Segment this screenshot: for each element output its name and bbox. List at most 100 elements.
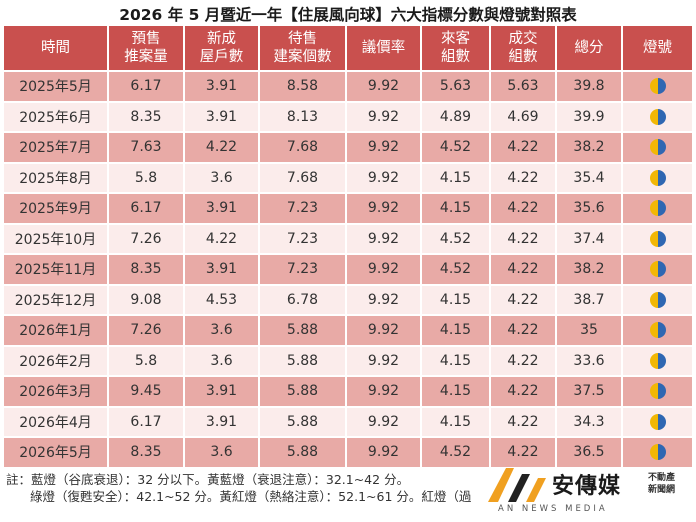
cell-total: 38.2 [556,253,623,285]
cell-visitors: 4.15 [421,314,491,346]
cell-presale: 8.35 [108,436,185,467]
cell-bargain: 9.92 [346,283,422,315]
cell-total: 39.9 [556,100,623,132]
legend-note-line1: 註：藍燈（谷底衰退）：32 分以下。黃藍燈（衰退注意）：32.1~42 分。 [6,472,410,487]
cell-time: 2025年7月 [4,131,109,163]
cell-time: 2025年9月 [4,192,109,224]
cell-bargain: 9.92 [346,100,422,132]
cell-visitors: 4.52 [421,436,491,467]
cell-newhouse: 3.6 [184,314,260,346]
cell-pending: 5.88 [259,344,347,376]
cell-bargain: 9.92 [346,314,422,346]
header-light: 燈號 [622,26,692,71]
cell-light [622,436,692,467]
cell-bargain: 9.92 [346,344,422,376]
cell-time: 2026年3月 [4,375,109,407]
cell-presale: 7.26 [108,222,185,254]
cell-deals: 4.22 [490,375,557,407]
cell-total: 38.7 [556,283,623,315]
cell-pending: 7.68 [259,161,347,193]
cell-bargain: 9.92 [346,192,422,224]
cell-time: 2025年12月 [4,283,109,315]
cell-newhouse: 3.91 [184,253,260,285]
cell-time: 2025年5月 [4,70,109,102]
header-total: 總分 [556,26,623,71]
cell-presale: 6.17 [108,192,185,224]
cell-visitors: 4.15 [421,283,491,315]
cell-total: 35 [556,314,623,346]
cell-total: 33.6 [556,344,623,376]
cell-presale: 9.08 [108,283,185,315]
cell-deals: 4.22 [490,405,557,437]
table-row: 2025年8月 5.8 3.6 7.68 9.92 4.15 4.22 35.4 [4,161,692,193]
yellow-blue-light-icon [649,200,666,217]
cell-deals: 4.22 [490,192,557,224]
logo-name: 安傳媒 [552,474,622,499]
cell-light [622,100,692,132]
cell-deals: 4.22 [490,222,557,254]
cell-bargain: 9.92 [346,405,422,437]
cell-total: 34.3 [556,405,623,437]
cell-pending: 6.78 [259,283,347,315]
cell-total: 35.6 [556,192,623,224]
yellow-blue-light-icon [649,108,666,125]
cell-bargain: 9.92 [346,161,422,193]
table-header-row: 時間 預售 推案量 新成 屋戶數 待售 建案個數 議價率 來客 組數 成交 組數 總分 燈… [4,26,692,71]
cell-bargain: 9.92 [346,70,422,102]
table-row: 2026年4月 6.17 3.91 5.88 9.92 4.15 4.22 34.3 [4,405,692,437]
cell-deals: 4.22 [490,131,557,163]
score-table: 時間 預售 推案量 新成 屋戶數 待售 建案個數 議價率 來客 組數 成交 組數 總分 燈… [4,26,692,467]
cell-presale: 9.45 [108,375,185,407]
cell-newhouse: 3.6 [184,436,260,467]
cell-pending: 7.23 [259,192,347,224]
header-bargain: 議價率 [346,26,422,71]
table-row: 2026年2月 5.8 3.6 5.88 9.92 4.15 4.22 33.6 [4,344,692,376]
yellow-blue-light-icon [649,78,666,95]
cell-pending: 5.88 [259,436,347,467]
cell-time: 2026年5月 [4,436,109,467]
cell-visitors: 4.15 [421,375,491,407]
cell-time: 2025年6月 [4,100,109,132]
table-row: 2026年5月 8.35 3.6 5.88 9.92 4.52 4.22 36.5 [4,436,692,467]
cell-light [622,70,692,102]
yellow-blue-light-icon [649,413,666,430]
cell-light [622,192,692,224]
cell-deals: 4.22 [490,436,557,467]
cell-visitors: 4.52 [421,222,491,254]
header-newhouse: 新成 屋戶數 [184,26,260,71]
cell-newhouse: 3.91 [184,375,260,407]
cell-deals: 4.22 [490,283,557,315]
cell-newhouse: 3.91 [184,70,260,102]
cell-pending: 5.88 [259,314,347,346]
cell-deals: 5.63 [490,70,557,102]
header-pending: 待售 建案個數 [259,26,347,71]
cell-deals: 4.22 [490,253,557,285]
cell-newhouse: 3.91 [184,100,260,132]
cell-light [622,131,692,163]
logo-subtitle: AN NEWS MEDIA [498,504,608,514]
cell-presale: 5.8 [108,161,185,193]
cell-pending: 8.13 [259,100,347,132]
logo-tag-2: 新聞網 [648,485,676,495]
cell-bargain: 9.92 [346,436,422,467]
brand-logo: 安傳媒 不動產 新聞網 AN NEWS MEDIA [486,464,692,520]
table-row: 2025年7月 7.63 4.22 7.68 9.92 4.52 4.22 38.2 [4,131,692,163]
yellow-blue-light-icon [649,261,666,278]
cell-bargain: 9.92 [346,375,422,407]
yellow-blue-light-icon [649,230,666,247]
cell-time: 2025年8月 [4,161,109,193]
cell-presale: 8.35 [108,100,185,132]
yellow-blue-light-icon [649,444,666,461]
cell-pending: 7.23 [259,253,347,285]
table-row: 2026年3月 9.45 3.91 5.88 9.92 4.15 4.22 37.5 [4,375,692,407]
cell-pending: 5.88 [259,405,347,437]
cell-visitors: 4.15 [421,161,491,193]
table-row: 2025年12月 9.08 4.53 6.78 9.92 4.15 4.22 38.7 [4,283,692,315]
logo-tag-1: 不動產 [648,473,676,483]
cell-light [622,222,692,254]
cell-presale: 6.17 [108,70,185,102]
cell-visitors: 4.15 [421,192,491,224]
cell-newhouse: 3.91 [184,192,260,224]
cell-visitors: 4.52 [421,253,491,285]
yellow-blue-light-icon [649,291,666,308]
